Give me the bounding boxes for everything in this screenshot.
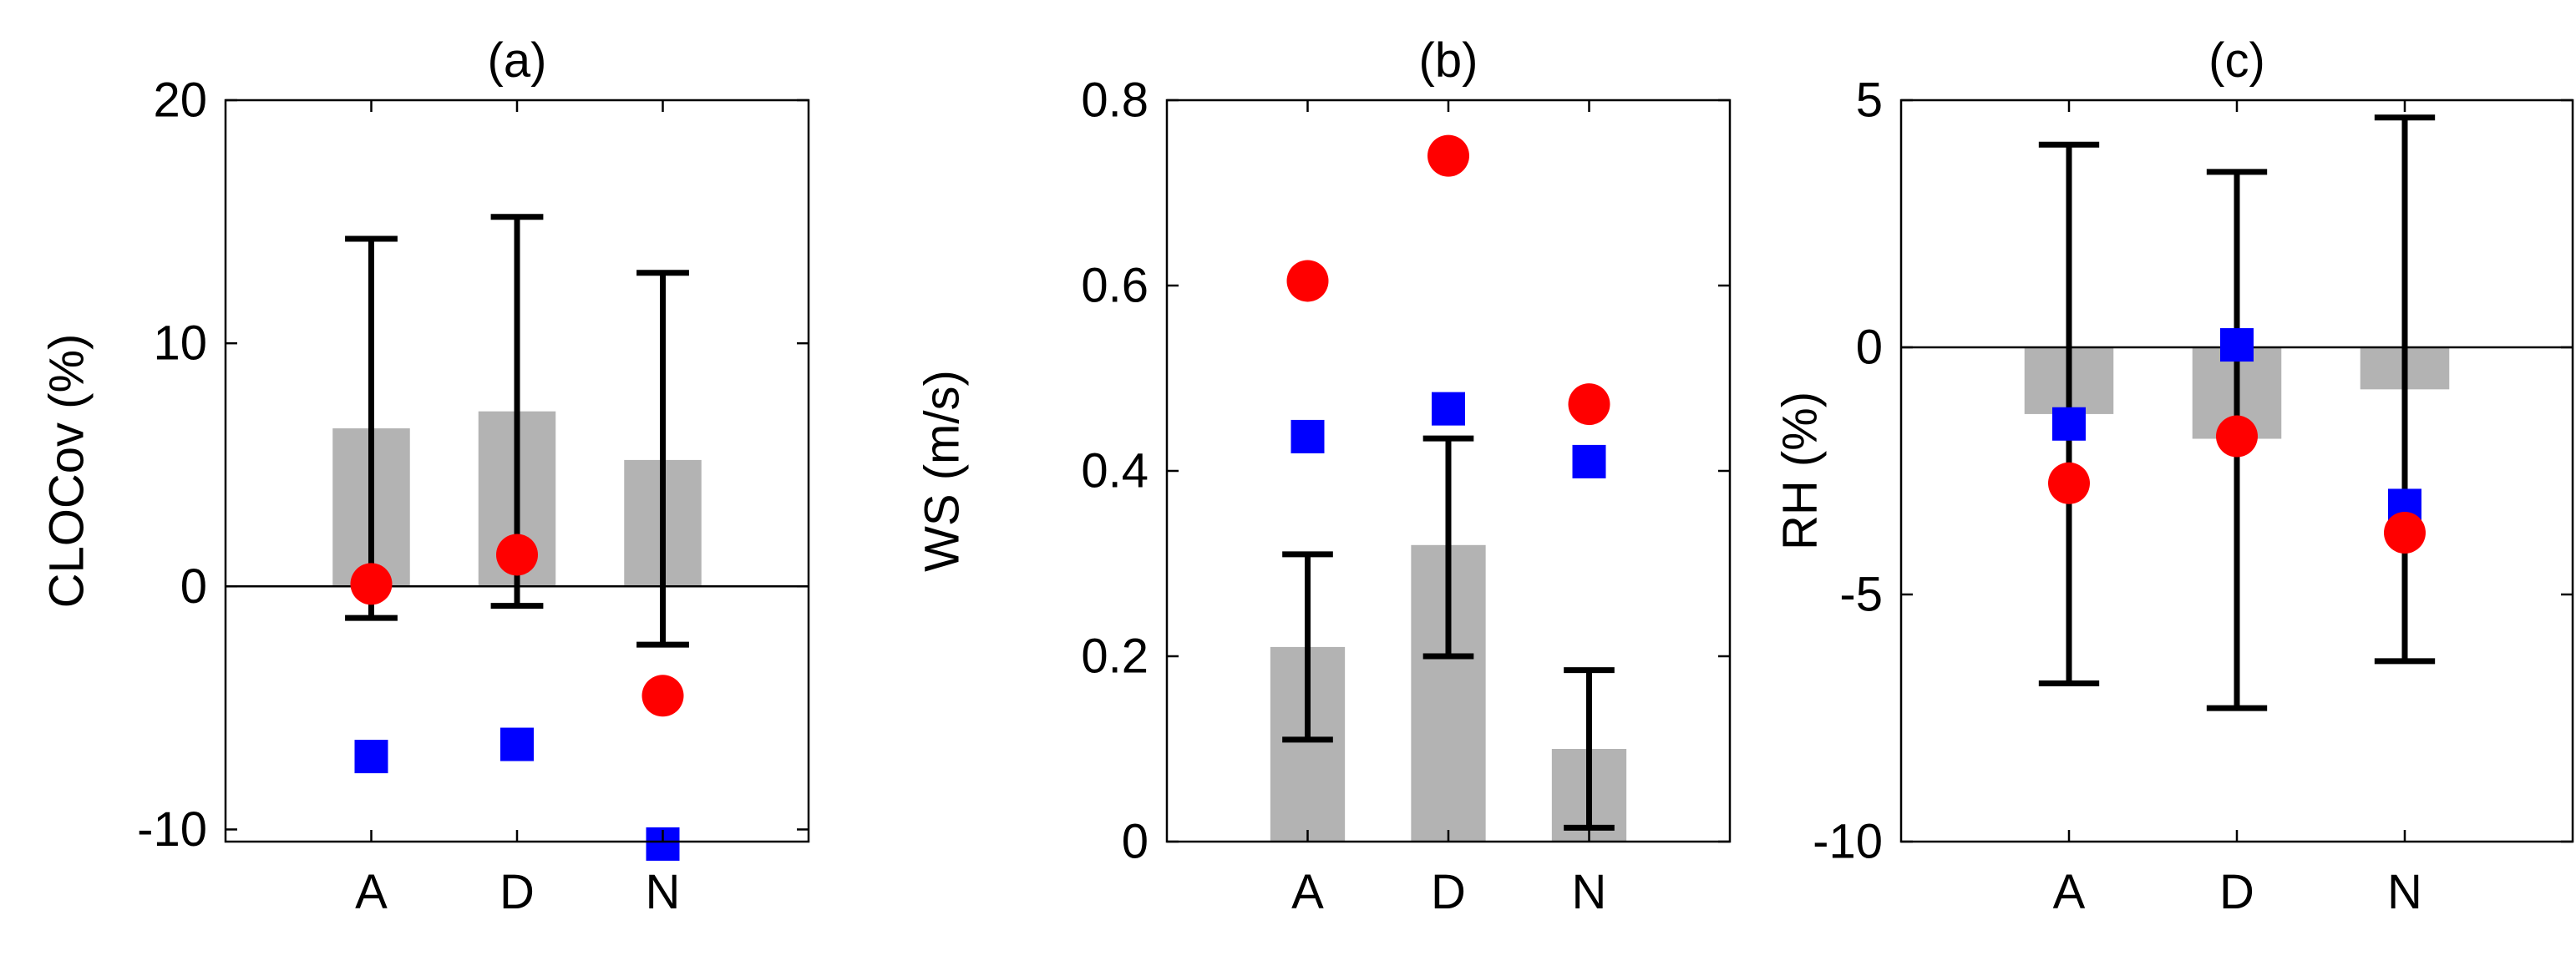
panel-a-errorbar-A bbox=[345, 235, 398, 621]
panel-b-square-D bbox=[1432, 392, 1465, 426]
panel-c: (c) RH (%) 5 0 -5 -10 A D N bbox=[1773, 33, 2574, 919]
panel-b-ytick-label: 0.8 bbox=[1081, 73, 1149, 128]
panel-a-ylabel: CLOCov (%) bbox=[40, 334, 94, 609]
panel-a-square-A bbox=[354, 740, 388, 774]
panel-b: (b) WS (m/s) 0.8 0.6 0.4 0.2 0 A D N bbox=[915, 33, 1732, 919]
panel-c-xtick-label-D: D bbox=[2219, 865, 2254, 919]
panel-a-xtick-label-A: A bbox=[355, 865, 388, 919]
panel-c-circle-N bbox=[2384, 512, 2426, 554]
panel-b-square-A bbox=[1291, 419, 1325, 453]
panel-a-xtick-label-D: D bbox=[499, 865, 535, 919]
panel-a-square-D bbox=[500, 727, 534, 761]
panel-b-xtick-label-N: N bbox=[1572, 865, 1607, 919]
panel-b-xtick-label-D: D bbox=[1431, 865, 1466, 919]
panel-b-square-N bbox=[1572, 444, 1606, 478]
panel-a-circle-D bbox=[496, 534, 538, 576]
panel-a-circle-A bbox=[350, 563, 393, 605]
panel-a-title: (a) bbox=[488, 33, 547, 88]
panel-a-ytick-label: 10 bbox=[153, 316, 207, 371]
panel-b-circle-N bbox=[1568, 383, 1610, 426]
panel-c-circle-D bbox=[2216, 415, 2258, 458]
panel-c-ylabel: RH (%) bbox=[1773, 392, 1828, 550]
panel-a: (a) CLOCov (%) 20 10 0 -10 A D N bbox=[40, 33, 810, 919]
panel-c-square-D bbox=[2220, 328, 2254, 362]
panel-c-xtick-label-N: N bbox=[2387, 865, 2422, 919]
panel-c-ytick-label: -10 bbox=[1813, 815, 1883, 869]
panel-b-circle-D bbox=[1427, 134, 1469, 177]
panel-c-circle-A bbox=[2048, 462, 2090, 504]
panel-a-ytick-label: 20 bbox=[153, 73, 207, 128]
panel-b-xtick-label-A: A bbox=[1291, 865, 1324, 919]
panel-b-circle-A bbox=[1286, 260, 1329, 302]
panel-c-xtick-label-A: A bbox=[2053, 865, 2086, 919]
panel-c-ytick-label: 5 bbox=[1856, 73, 1883, 128]
panel-b-ylabel: WS (m/s) bbox=[915, 370, 970, 572]
panel-b-title: (b) bbox=[1419, 33, 1478, 88]
panel-a-ytick-label: 0 bbox=[180, 559, 207, 614]
panel-b-errorbar-D bbox=[1422, 435, 1474, 660]
panel-b-ytick-label: 0.6 bbox=[1081, 259, 1149, 313]
panel-c-ytick-label: -5 bbox=[1839, 568, 1883, 622]
panel-a-circle-N bbox=[641, 675, 684, 717]
panel-a-ytick-label: -10 bbox=[137, 802, 207, 857]
panel-a-errorbar-N bbox=[636, 270, 689, 648]
panel-c-ytick-label: 0 bbox=[1856, 321, 1883, 375]
panel-b-errorbar-N bbox=[1564, 667, 1615, 831]
panel-c-errorbar-N bbox=[2374, 114, 2436, 665]
panel-b-errorbar-A bbox=[1282, 551, 1333, 743]
panel-b-ytick-label: 0.4 bbox=[1081, 444, 1149, 498]
panel-b-ytick-label: 0.2 bbox=[1081, 630, 1149, 684]
panel-c-square-A bbox=[2052, 407, 2086, 441]
panel-a-xtick-label-N: N bbox=[646, 865, 681, 919]
panel-c-title: (c) bbox=[2208, 33, 2265, 88]
panel-b-ytick-label: 0 bbox=[1122, 815, 1149, 869]
